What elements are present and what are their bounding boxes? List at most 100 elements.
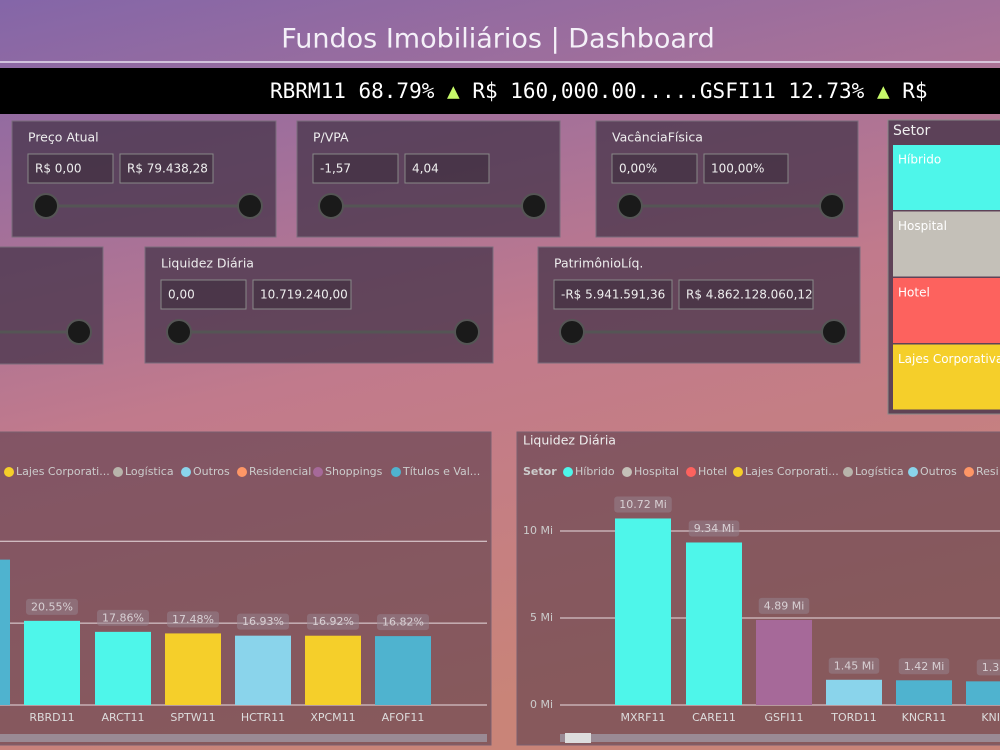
value-label: 16.93% (242, 615, 284, 628)
range-max-box[interactable] (119, 153, 214, 184)
range-min: 0,00% (619, 162, 657, 176)
slicer-label: PatrimônioLíq. (554, 256, 643, 271)
range-min: R$ 0,00 (35, 162, 82, 176)
sector-name: Híbrido (898, 153, 941, 167)
value-label-bg (614, 496, 672, 513)
slicer-label: Liquidez Diária (161, 256, 254, 271)
legend-swatch (563, 467, 573, 477)
value-label: 16.82% (382, 616, 424, 629)
range-max: R$ 79.438,28 (127, 162, 208, 176)
slider-knob[interactable] (166, 319, 192, 345)
bar[interactable] (305, 635, 361, 705)
slider-knob[interactable] (559, 319, 585, 345)
legend-swatch (622, 467, 632, 477)
bar[interactable] (756, 619, 812, 705)
x-tick-label: TORD11 (830, 711, 877, 724)
legend-swatch (113, 467, 123, 477)
bar[interactable] (826, 679, 882, 705)
slider-knob[interactable] (33, 193, 59, 219)
slider-knob[interactable] (454, 319, 480, 345)
bar[interactable] (165, 633, 221, 705)
sector-name: Hospital (898, 219, 947, 233)
bar[interactable] (896, 680, 952, 705)
slider-knob[interactable] (617, 193, 643, 219)
x-tick-label: CARE11 (692, 711, 736, 724)
sector-item[interactable] (893, 211, 1000, 277)
legend-label[interactable]: Lajes Corporati... (745, 465, 839, 478)
legend-label[interactable]: Outros (193, 465, 230, 478)
legend-label[interactable]: Lajes Corporati... (16, 465, 110, 478)
value-label-bg (237, 613, 289, 630)
ticker-item: ▲ (447, 79, 460, 103)
bar[interactable] (24, 620, 80, 705)
range-min: 0,00 (168, 288, 195, 302)
value-label-bg (898, 658, 950, 675)
range-max: R$ 4.862.128.060,12 (686, 288, 813, 302)
range-min-box[interactable] (312, 153, 399, 184)
bar[interactable] (95, 631, 151, 705)
sector-item[interactable] (893, 278, 1000, 343)
value-label-bg (167, 611, 219, 628)
range-min-box[interactable] (160, 279, 247, 310)
sector-item[interactable] (893, 145, 1000, 210)
bar[interactable] (0, 559, 10, 705)
legend-label[interactable]: Logística (125, 465, 174, 478)
legend-swatch (686, 467, 696, 477)
x-tick-label: SPTW11 (170, 711, 215, 724)
value-label-bg (976, 659, 1000, 676)
charts: Lajes Corporati... Logística Outros Residen… (0, 465, 1000, 724)
range-min-box[interactable] (553, 279, 673, 310)
legend-swatch (237, 467, 247, 477)
range-max-box[interactable] (703, 153, 789, 184)
value-label: 20.55% (31, 600, 73, 613)
scrollbar[interactable] (0, 734, 487, 742)
x-tick-label: MXRF11 (621, 711, 666, 724)
bar[interactable] (686, 542, 742, 705)
legend-swatch (964, 467, 974, 477)
ticker-item: R$ (902, 79, 927, 103)
y-tick-label: 10 Mi (523, 524, 553, 537)
scrollbar[interactable] (560, 734, 1000, 742)
range-min-box[interactable] (611, 153, 698, 184)
slider-knob[interactable] (821, 319, 847, 345)
bar[interactable] (235, 635, 291, 705)
x-tick-label: XPCM11 (310, 711, 355, 724)
range-max: 100,00% (711, 162, 764, 176)
slider-knob[interactable] (237, 193, 263, 219)
slider-knob[interactable] (66, 319, 92, 345)
legend-label[interactable]: Títulos e Val... (402, 465, 480, 478)
y-tick-label: 0 Mi (530, 698, 553, 711)
range-min: -R$ 5.941.591,36 (561, 288, 665, 302)
value-label: 1.42 Mi (904, 660, 945, 673)
bar[interactable] (615, 518, 671, 705)
legend-label[interactable]: Híbrido (575, 465, 615, 478)
x-tick-label: RBRD11 (29, 711, 74, 724)
range-min-box[interactable] (27, 153, 114, 184)
bar[interactable] (375, 636, 431, 705)
value-label: 16.92% (312, 615, 354, 628)
legend-label[interactable]: Residencial (249, 465, 311, 478)
legend-label[interactable]: Hospital (634, 465, 679, 478)
range-max-box[interactable] (404, 153, 490, 184)
legend-label[interactable]: Hotel (698, 465, 727, 478)
legend-swatch (391, 467, 401, 477)
scrollbar-thumb[interactable] (565, 733, 591, 743)
range-max-box[interactable] (678, 279, 814, 310)
value-label: 9.34 Mi (694, 522, 735, 535)
legend-label[interactable]: Outros (920, 465, 957, 478)
legend-label[interactable]: Shoppings (325, 465, 383, 478)
slider-knob[interactable] (318, 193, 344, 219)
slider-knob[interactable] (521, 193, 547, 219)
legend-label[interactable]: Resi (976, 465, 999, 478)
slider-knob[interactable] (819, 193, 845, 219)
x-tick-label: KNCR11 (902, 711, 947, 724)
value-label: 4.89 Mi (764, 599, 805, 612)
bar[interactable] (966, 681, 1000, 705)
header-title: Fundos Imobiliários | Dashboard (281, 24, 715, 55)
sector-item[interactable] (893, 344, 1000, 410)
range-max-box[interactable] (252, 279, 352, 310)
legend-label[interactable]: Logística (855, 465, 904, 478)
legend-swatch (313, 467, 323, 477)
